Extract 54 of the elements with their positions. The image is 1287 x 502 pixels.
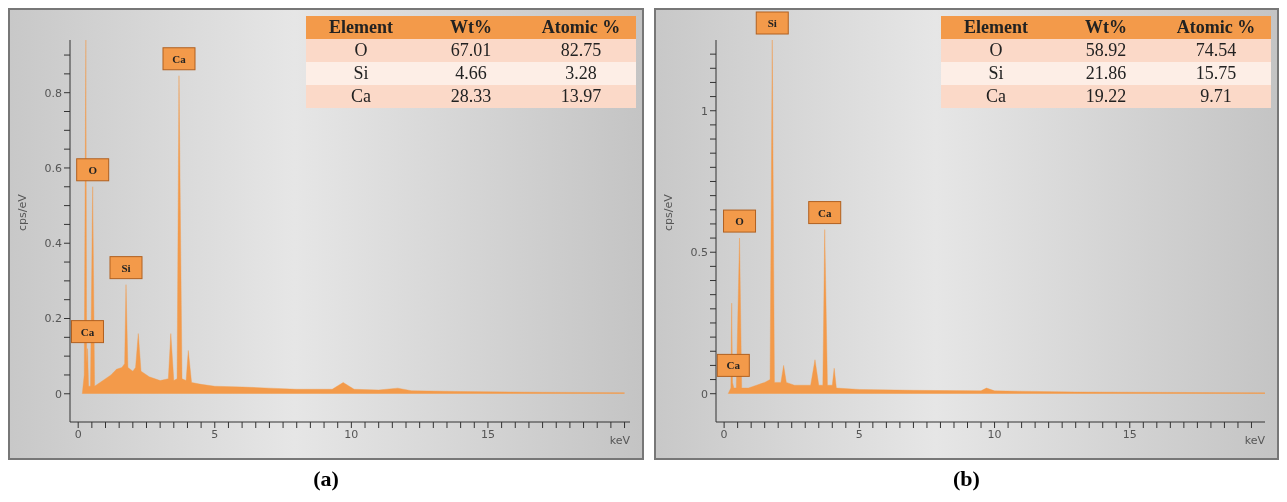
annotation: 21.86 xyxy=(1084,62,1128,85)
text: Atomic % xyxy=(1176,17,1256,37)
x-axis-title: keV xyxy=(1244,433,1266,447)
text: Atomic % xyxy=(541,17,621,37)
annotation: Ca xyxy=(172,52,187,65)
y-tick-label: 0.2 xyxy=(44,312,62,326)
y-tick-label: 0.8 xyxy=(44,86,62,100)
annotation: 3.28 xyxy=(564,62,598,85)
annotation: Si xyxy=(121,261,131,274)
x-tick-label: 0 xyxy=(74,427,82,441)
annotation: Si xyxy=(767,17,777,29)
annotation: Si xyxy=(352,62,370,85)
annotation: Ca xyxy=(985,85,1007,108)
y-tick-label: 0 xyxy=(55,387,62,401)
text: Element xyxy=(329,17,393,37)
annotation: 58.92 xyxy=(1084,39,1128,62)
y-tick-label: 0.4 xyxy=(44,237,62,251)
text: Wt% xyxy=(450,17,492,37)
x-tick-label: 15 xyxy=(1122,427,1137,441)
annotation: 9.71 xyxy=(1199,85,1233,108)
y-axis-title: cps/eV xyxy=(661,193,675,231)
x-axis-title: keV xyxy=(609,433,631,447)
y-tick-label: 0.6 xyxy=(44,161,62,175)
annotation: Ca xyxy=(726,359,741,372)
annotation: 28.33 xyxy=(449,85,493,108)
annotation: Ca xyxy=(80,325,95,338)
x-tick-label: 0 xyxy=(720,427,728,441)
annotation: Ca xyxy=(350,85,372,108)
annotation: 19.22 xyxy=(1084,85,1128,108)
x-tick-label: 10 xyxy=(987,427,1002,441)
x-tick-label: 15 xyxy=(480,427,495,441)
annotation: O xyxy=(88,163,98,176)
y-tick-label: 0.5 xyxy=(690,246,708,260)
text: (b) xyxy=(952,466,981,492)
annotation: O xyxy=(735,215,745,228)
annotation: Ca xyxy=(817,206,832,219)
annotation: 15.75 xyxy=(1194,62,1238,85)
annotation: O xyxy=(988,39,1004,62)
x-tick-label: 5 xyxy=(211,427,219,441)
y-axis-title: cps/eV xyxy=(15,193,29,231)
annotation: 13.97 xyxy=(559,85,603,108)
y-tick-label: 1 xyxy=(701,104,708,118)
text: Element xyxy=(964,17,1028,37)
annotation: O xyxy=(353,39,369,62)
annotation: 67.01 xyxy=(449,39,493,62)
annotation: Si xyxy=(987,62,1005,85)
text: (a) xyxy=(312,466,340,492)
text: Wt% xyxy=(1085,17,1127,37)
x-tick-label: 5 xyxy=(855,427,863,441)
x-tick-label: 10 xyxy=(344,427,359,441)
annotation: 4.66 xyxy=(454,62,488,85)
annotation: 82.75 xyxy=(559,39,603,62)
y-tick-label: 0 xyxy=(701,387,708,401)
annotation: 74.54 xyxy=(1194,39,1238,62)
